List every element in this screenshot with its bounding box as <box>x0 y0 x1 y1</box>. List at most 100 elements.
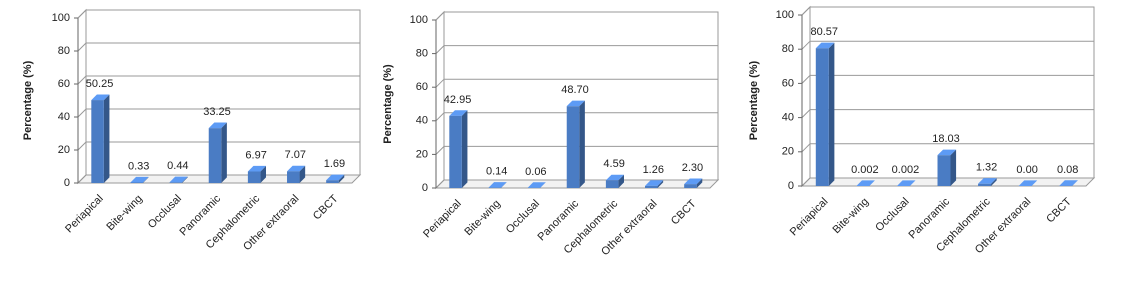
x-tick-label: CBCT <box>1044 195 1074 225</box>
bar-side <box>540 182 546 188</box>
value-label: 0.06 <box>525 166 546 178</box>
value-label: 4.59 <box>603 158 624 170</box>
bar-top <box>815 42 835 49</box>
value-label: 0.44 <box>167 160 188 172</box>
bar <box>169 182 183 183</box>
y-tick-label: 40 <box>416 115 428 127</box>
grid-line <box>435 11 718 21</box>
grid-line <box>435 179 718 189</box>
y-tick-label: 40 <box>58 111 70 123</box>
y-axis-title: Percentage (%) <box>748 60 760 140</box>
y-tick-label: 0 <box>64 177 70 189</box>
bar-top <box>566 100 585 107</box>
bar-top <box>488 182 507 188</box>
bar <box>130 182 143 183</box>
y-tick-label: 80 <box>782 43 794 55</box>
bar <box>449 115 462 188</box>
y-axis-title: Percentage (%) <box>382 64 394 144</box>
bar <box>978 183 992 186</box>
y-tick-label: 80 <box>58 45 70 57</box>
y-tick-label: 0 <box>788 180 794 192</box>
bar <box>684 184 697 188</box>
y-tick-label: 20 <box>58 144 70 156</box>
value-label: 6.97 <box>245 149 266 161</box>
bar-top <box>937 149 957 156</box>
value-label: 48.70 <box>561 84 589 96</box>
grid-line <box>77 42 360 52</box>
bar <box>937 155 951 186</box>
back-wall <box>801 5 811 188</box>
grid-line <box>435 45 718 54</box>
bar <box>566 106 580 188</box>
bar <box>605 180 619 188</box>
bar-side <box>657 180 664 188</box>
bar-side <box>869 180 875 186</box>
value-label: 80.57 <box>811 26 839 38</box>
y-tick-label: 60 <box>58 78 70 90</box>
bar <box>247 171 261 183</box>
bar <box>326 180 339 183</box>
bar-top <box>247 165 267 172</box>
y-tick-label: 100 <box>776 9 794 21</box>
x-tick-label: Bite-wing <box>462 198 502 238</box>
x-tick-label: Occlusal <box>873 196 911 234</box>
bar <box>815 48 829 187</box>
grid-line <box>801 40 1094 50</box>
bar-side <box>299 165 306 183</box>
chart: 0 20 40 60 80 100 50.25 Periapical 0.33 Bite-wing… <box>22 8 362 253</box>
value-label: 33.25 <box>203 106 231 118</box>
chart: 0 20 40 60 80 100 80.57 Periapical 0.002 Bite-win… <box>748 5 1096 256</box>
x-tick-label: Periapical <box>788 196 831 239</box>
bar-side <box>142 176 149 183</box>
bar-top <box>856 180 875 186</box>
value-label: 2.30 <box>682 162 703 174</box>
grid-line <box>77 174 360 184</box>
bar-top <box>169 176 188 183</box>
bar-side <box>696 178 703 188</box>
y-tick-label: 100 <box>410 14 428 26</box>
value-label: 42.95 <box>444 94 472 106</box>
bar-side <box>103 94 110 183</box>
bar-side <box>182 176 188 183</box>
x-tick-label: CBCT <box>669 197 699 227</box>
y-axis-title: Percentage (%) <box>22 60 34 140</box>
bar <box>91 100 104 183</box>
bar-side <box>950 149 957 186</box>
bar-side <box>991 178 997 186</box>
value-label: 50.25 <box>86 78 114 90</box>
bar <box>208 128 222 183</box>
bar-side <box>579 100 585 188</box>
bar-side <box>618 174 625 188</box>
value-label: 1.26 <box>643 164 664 176</box>
grid-line <box>77 108 360 118</box>
grid-line <box>435 112 718 122</box>
bar-top <box>1059 180 1078 186</box>
bar-side <box>338 174 345 183</box>
bar-side <box>461 110 468 188</box>
bar-top <box>896 180 916 186</box>
x-tick-label: Occlusal <box>146 193 184 231</box>
value-label: 0.33 <box>128 160 149 172</box>
y-tick-label: 80 <box>416 48 428 60</box>
bar <box>645 185 658 188</box>
back-plane <box>809 6 1095 179</box>
bar-side <box>1072 180 1078 186</box>
bar <box>287 171 300 183</box>
bar-top <box>978 178 997 184</box>
grid-line <box>801 6 1094 16</box>
bar-side <box>260 165 267 183</box>
back-wall <box>77 8 87 185</box>
bar-top <box>605 174 625 181</box>
x-tick-label: Periapical <box>63 193 106 236</box>
bar-top <box>208 122 227 129</box>
bar-top <box>645 180 664 186</box>
x-tick-label: CBCT <box>311 192 341 222</box>
x-tick-label: Bite-wing <box>104 193 144 233</box>
y-tick-label: 60 <box>416 81 428 93</box>
bar-side <box>828 42 835 186</box>
y-tick-label: 40 <box>782 112 794 124</box>
back-plane <box>443 11 719 181</box>
value-label: 0.08 <box>1057 164 1078 176</box>
bar-side <box>909 180 916 186</box>
